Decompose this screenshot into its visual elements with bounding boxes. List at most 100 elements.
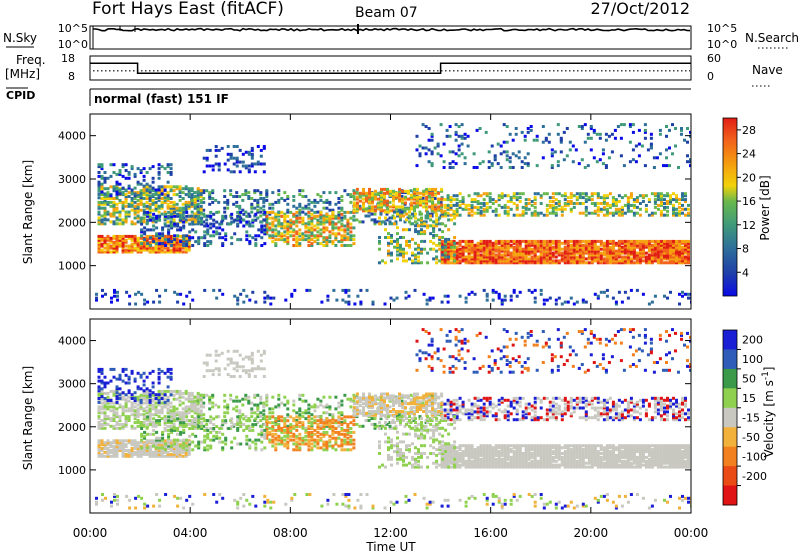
power-cell: [557, 202, 561, 205]
power-cell: [530, 249, 534, 253]
power-cell: [605, 194, 609, 198]
power-cell: [656, 243, 660, 247]
power-cell: [431, 205, 435, 209]
power-cell: [518, 251, 522, 255]
power-cell: [482, 192, 486, 196]
power-cell: [310, 234, 314, 238]
velocity-cell: [530, 455, 534, 459]
power-cell: [226, 198, 230, 202]
power-cell: [124, 188, 128, 192]
power-cell: [378, 216, 381, 220]
power-cell: [413, 197, 416, 201]
power-cell: [355, 191, 359, 195]
power-cell: [140, 228, 144, 232]
power-cell: [140, 216, 144, 220]
power-cell: [185, 234, 189, 238]
velocity-cell: [467, 465, 471, 469]
velocity-cell: [530, 448, 534, 452]
power-cell: [416, 203, 419, 207]
power-cell: [188, 236, 192, 240]
power-cell: [560, 205, 564, 209]
power-cell: [145, 248, 149, 252]
power-cell: [548, 243, 552, 247]
power-cell: [133, 216, 137, 220]
power-cell: [408, 214, 411, 218]
power-cell: [233, 294, 237, 298]
power-cell: [407, 197, 410, 201]
velocity-cell: [175, 443, 179, 447]
velocity-cell: [512, 459, 516, 463]
power-cell: [346, 236, 350, 240]
power-cell: [100, 182, 104, 186]
velocity-cell: [124, 445, 128, 449]
power-cell: [325, 218, 329, 222]
power-cell: [539, 288, 543, 292]
power-cell: [470, 243, 474, 247]
power-cell: [133, 236, 137, 240]
power-cell: [365, 288, 369, 292]
power-cell: [623, 203, 627, 207]
power-cell: [337, 197, 341, 200]
power-cell: [244, 210, 248, 214]
power-cell: [506, 245, 510, 249]
power-cell: [286, 240, 290, 244]
power-cell: [550, 152, 554, 156]
power-cell: [623, 243, 627, 247]
power-cell: [653, 239, 657, 243]
power-cell: [626, 257, 630, 261]
power-cell: [515, 255, 519, 259]
power-cell: [148, 214, 152, 218]
power-cell: [587, 255, 591, 259]
power-cell: [666, 247, 669, 251]
power-cell: [587, 261, 591, 265]
velocity-cell: [455, 455, 459, 459]
power-cell: [449, 203, 453, 207]
power-cell: [316, 200, 320, 204]
velocity-cell: [479, 452, 483, 455]
power-cell: [638, 257, 642, 261]
velocity-cell: [536, 461, 540, 465]
power-cell: [438, 216, 442, 220]
power-cell: [428, 296, 432, 300]
velocity-cell: [446, 463, 450, 467]
power-cell: [352, 205, 356, 209]
power-cell: [590, 241, 594, 245]
power-cell: [256, 204, 260, 208]
cpid-mode-text: normal (fast) 151 IF: [94, 92, 229, 106]
power-cell: [206, 232, 210, 236]
power-cell: [193, 195, 197, 198]
power-cell: [647, 247, 651, 251]
power-cell: [473, 200, 477, 203]
power-cell: [584, 200, 588, 203]
velocity-cell: [515, 450, 519, 454]
velocity-cell: [533, 448, 537, 452]
power-cell: [269, 302, 273, 306]
power-cell: [274, 234, 278, 238]
power-cell: [265, 224, 269, 228]
power-cell: [509, 200, 513, 203]
power-cell: [521, 213, 525, 217]
power-cell: [515, 257, 519, 261]
velocity-cell: [256, 407, 260, 411]
power-cell: [637, 128, 641, 132]
power-cell: [440, 251, 444, 255]
power-cell: [127, 186, 131, 190]
power-cell: [238, 170, 242, 174]
velocity-cell: [337, 405, 341, 409]
power-cell: [449, 243, 453, 247]
velocity-cell: [479, 461, 483, 465]
velocity-cell: [118, 449, 122, 452]
power-cell: [635, 245, 639, 249]
power-cell: [479, 255, 483, 259]
velocity-cell: [479, 463, 483, 467]
power-cell: [482, 209, 486, 213]
power-cell: [605, 211, 609, 215]
power-cell: [103, 238, 107, 242]
power-cell: [617, 209, 621, 213]
velocity-cell: [452, 453, 456, 457]
power-cell: [160, 192, 164, 196]
velocity-cell: [100, 439, 104, 443]
velocity-cell: [316, 397, 320, 401]
power-cell: [681, 194, 684, 198]
power-cell: [368, 201, 371, 205]
